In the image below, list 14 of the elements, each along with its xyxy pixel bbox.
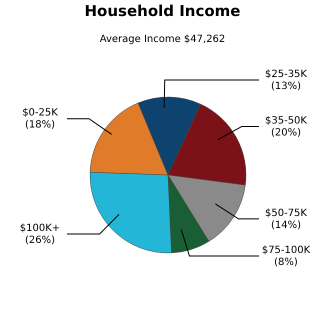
chart-subtitle: Average Income $47,262 xyxy=(98,34,226,45)
data-label: (8%) xyxy=(274,257,298,268)
data-label: (20%) xyxy=(270,127,302,138)
chart-title: Household Income xyxy=(84,2,242,20)
data-label: (14%) xyxy=(270,220,302,231)
slice-label: $75-100K xyxy=(262,245,311,256)
slice-label: $50-75K xyxy=(265,208,308,219)
slice-label: $35-50K xyxy=(265,115,308,126)
slice-label: $100K+ xyxy=(20,222,60,234)
data-label: (13%) xyxy=(270,81,302,92)
data-label: (26%) xyxy=(24,234,56,246)
slice-label: $0-25K xyxy=(22,108,58,119)
data-label: (18%) xyxy=(24,120,56,131)
slice-label: $25-35K xyxy=(265,69,308,80)
